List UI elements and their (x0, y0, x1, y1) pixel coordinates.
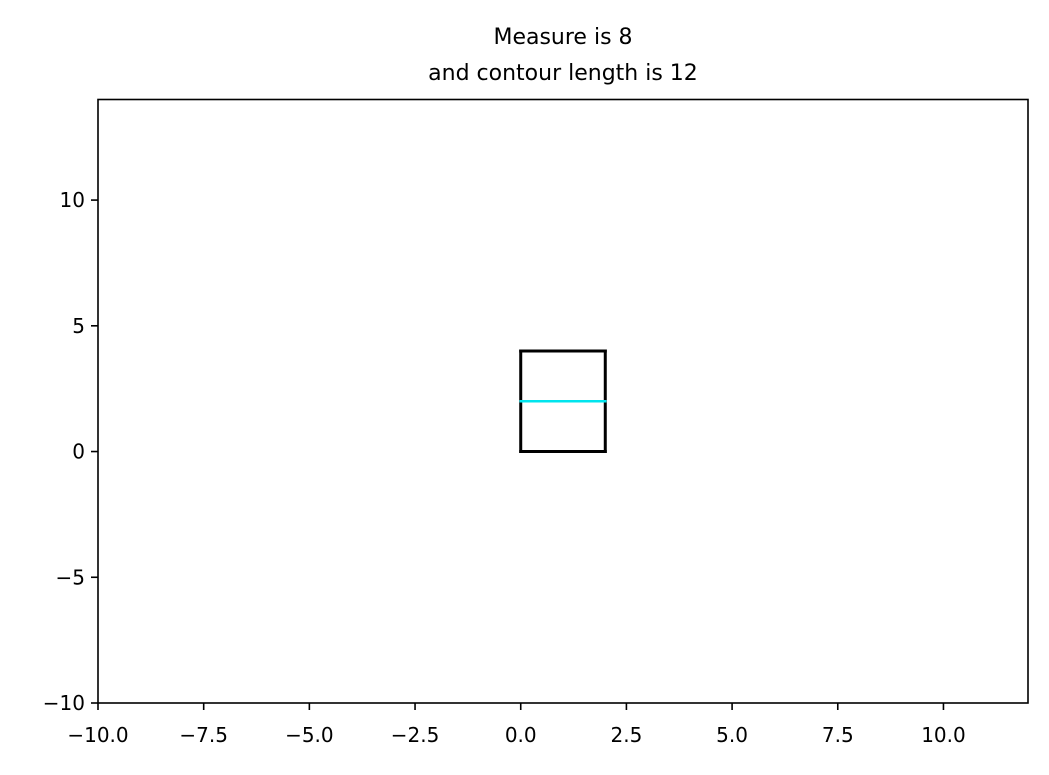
x-tick-label: 7.5 (822, 723, 854, 747)
x-tick-label: 0.0 (505, 723, 537, 747)
x-tick-label: −5.0 (285, 723, 334, 747)
y-tick-label: 0 (72, 440, 85, 464)
x-tick-label: 2.5 (611, 723, 643, 747)
y-tick-label: −5 (56, 565, 85, 589)
plot-marks (519, 349, 607, 454)
x-tick-label: 10.0 (921, 723, 966, 747)
chart-title-line-1: Measure is 8 (493, 25, 632, 50)
y-tick-label: 5 (72, 314, 85, 338)
x-tick-label: −10.0 (67, 723, 128, 747)
plot-frame (97, 98, 1029, 704)
x-tick-label: −2.5 (391, 723, 440, 747)
x-tick-label: −7.5 (179, 723, 228, 747)
axis-ticks: −10.0 −7.5 −5.0 −2.5 0.0 2.5 5.0 7.5 10.0 −10 −5 0 5… (43, 188, 966, 747)
y-tick-label: 10 (60, 188, 85, 212)
chart-title-line-2: and contour length is 12 (428, 61, 698, 86)
y-tick-label: −10 (43, 691, 85, 715)
x-tick-label: 5.0 (716, 723, 748, 747)
